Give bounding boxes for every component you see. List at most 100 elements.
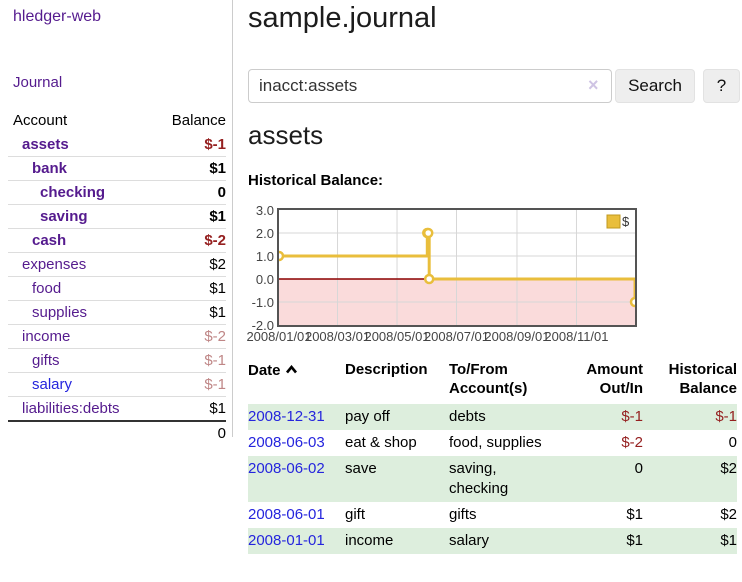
cell-balance: $-1 <box>715 408 737 425</box>
register-table: Date Description To/From Account(s) Amou… <box>248 360 737 554</box>
cell-description: eat & shop <box>345 434 417 451</box>
account-row: gifts $-1 <box>8 348 226 372</box>
account-balance: 0 <box>217 184 226 201</box>
accounts-table: Account Balance assets $-1 bank $1 checking 0… <box>8 108 226 444</box>
accounts-header-balance: Balance <box>171 111 226 129</box>
cell-accounts: salary <box>449 532 490 549</box>
x-axis-tick-label: 2008/11/01 <box>544 329 609 344</box>
account-balance: $1 <box>209 400 226 417</box>
cell-date: 2008-06-02 <box>248 456 345 502</box>
register-heading: assets <box>248 120 324 150</box>
account-link-saving[interactable]: saving <box>40 208 88 225</box>
column-header-description: Description <box>345 361 428 378</box>
transaction-date-link[interactable]: 2008-06-03 <box>248 434 325 451</box>
transaction-date-link[interactable]: 2008-06-02 <box>248 460 325 477</box>
account-row: assets $-1 <box>8 132 226 156</box>
accounts-total-row: 0 <box>8 420 226 444</box>
account-row: liabilities:debts $1 <box>8 396 226 420</box>
account-link-supplies[interactable]: supplies <box>32 304 88 321</box>
register-row: 2008-12-31 pay off debts $-1 $-1 <box>248 404 737 430</box>
chart-title: Historical Balance: <box>248 172 384 189</box>
app-brand-link[interactable]: hledger-web <box>13 8 102 25</box>
svg-text:$: $ <box>622 214 630 229</box>
account-row: food $1 <box>8 276 226 300</box>
cell-description: save <box>345 460 377 477</box>
account-link-salary[interactable]: salary <box>32 376 73 393</box>
y-axis-tick-label: 1.0 <box>255 249 274 264</box>
cell-balance: $2 <box>720 460 737 477</box>
sort-asc-icon <box>285 360 298 379</box>
search-input[interactable] <box>248 69 612 103</box>
cell-amount: 0 <box>634 460 643 477</box>
account-link-expenses[interactable]: expenses <box>22 256 87 273</box>
account-link-checking[interactable]: checking <box>40 184 106 201</box>
cell-date: 2008-01-01 <box>248 528 345 554</box>
account-balance: $1 <box>209 208 226 225</box>
cell-amount: $1 <box>626 532 643 549</box>
account-balance: $1 <box>209 280 226 297</box>
accounts-table-body: assets $-1 bank $1 checking 0 saving $1 cash $-2 e… <box>8 132 226 420</box>
account-balance: $-2 <box>204 232 226 249</box>
column-header-balance: Historical Balance <box>668 361 737 397</box>
account-balance: $-1 <box>204 376 226 393</box>
y-axis-tick-label: -2.0 <box>251 318 274 333</box>
account-link-liabilities-debts[interactable]: liabilities:debts <box>22 400 120 417</box>
y-axis-tick-label: 3.0 <box>255 203 274 218</box>
cell-amount: $1 <box>626 506 643 523</box>
register-row: 2008-01-01 income salary $1 $1 <box>248 528 737 554</box>
cell-date: 2008-12-31 <box>248 404 345 430</box>
account-link-income[interactable]: income <box>22 328 71 345</box>
cell-balance: 0 <box>728 434 737 451</box>
x-axis-tick-label: 2008/07/01 <box>423 329 490 344</box>
cell-date: 2008-06-01 <box>248 502 345 528</box>
cell-accounts: debts <box>449 408 486 425</box>
cell-accounts: food, supplies <box>449 434 542 451</box>
account-row: saving $1 <box>8 204 226 228</box>
account-row: checking 0 <box>8 180 226 204</box>
clear-search-icon[interactable]: × <box>588 75 599 95</box>
account-balance: $-1 <box>204 135 226 153</box>
column-header-amount: Amount Out/In <box>586 361 643 397</box>
cell-description: gift <box>345 506 366 523</box>
x-axis-tick-label: 2008/03/01 <box>304 329 371 344</box>
y-axis-tick-label: 2.0 <box>255 226 274 241</box>
chart-plot-svg: $ <box>279 210 635 325</box>
accounts-total-value: 0 <box>217 424 226 442</box>
register-row: 2008-06-01 gift gifts $1 $2 <box>248 502 737 528</box>
account-link-gifts[interactable]: gifts <box>32 352 60 369</box>
account-balance: $1 <box>209 160 226 177</box>
transaction-date-link[interactable]: 2008-01-01 <box>248 532 325 549</box>
account-row: supplies $1 <box>8 300 226 324</box>
transaction-date-link[interactable]: 2008-12-31 <box>248 408 325 425</box>
x-axis-tick-label: 2008/01/01 <box>246 329 312 344</box>
main-content: sample.journal × Search ? assets Histori… <box>246 0 742 582</box>
cell-date: 2008-06-03 <box>248 430 345 456</box>
historical-balance-chart: 3.0 2.0 1.0 0.0 -1.0 -2.0 $ 2008/01/01 2008/03… <box>246 203 742 344</box>
cell-description: pay off <box>345 408 390 425</box>
column-header-accounts: To/From Account(s) <box>449 361 528 397</box>
sidebar-item-journal[interactable]: Journal <box>13 74 63 91</box>
y-axis-tick-label: 0.0 <box>255 272 274 287</box>
y-axis-tick-label: -1.0 <box>251 295 274 310</box>
accounts-header-account: Account <box>13 111 68 129</box>
accounts-table-header: Account Balance <box>8 108 226 132</box>
page-title: sample.journal <box>248 2 437 34</box>
account-row: cash $-2 <box>8 228 226 252</box>
register-row: 2008-06-02 save saving, checking 0 $2 <box>248 456 737 502</box>
column-header-date[interactable]: Date <box>248 360 345 404</box>
account-balance: $-2 <box>204 328 226 345</box>
account-row: income $-2 <box>8 324 226 348</box>
cell-accounts: saving, checking <box>449 460 509 497</box>
account-link-assets[interactable]: assets <box>22 135 69 153</box>
account-balance: $-1 <box>204 352 226 369</box>
search-button[interactable]: Search <box>615 69 695 103</box>
help-button[interactable]: ? <box>703 69 740 103</box>
account-link-bank[interactable]: bank <box>32 160 68 177</box>
register-table-header: Date Description To/From Account(s) Amou… <box>248 360 737 404</box>
account-balance: $2 <box>209 256 226 273</box>
transaction-date-link[interactable]: 2008-06-01 <box>248 506 325 523</box>
account-link-food[interactable]: food <box>32 280 62 297</box>
account-link-cash[interactable]: cash <box>32 232 67 249</box>
chart-legend: $ <box>606 214 630 229</box>
cell-balance: $1 <box>720 532 737 549</box>
